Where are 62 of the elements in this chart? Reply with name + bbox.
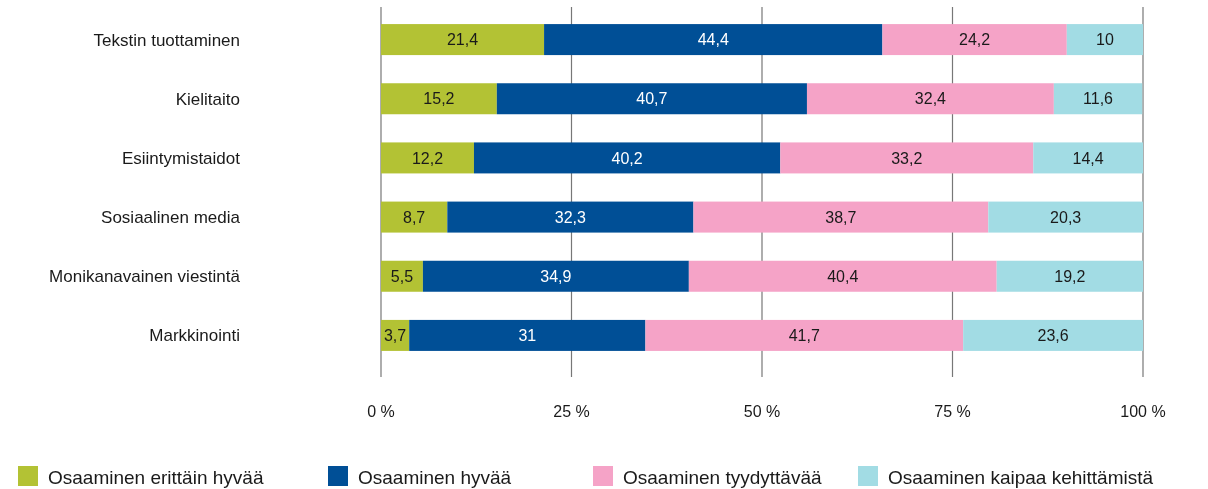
- x-tick-label: 75 %: [934, 402, 971, 420]
- data-label: 20,3: [1050, 208, 1082, 226]
- data-label: 40,4: [827, 267, 859, 285]
- data-label: 19,2: [1054, 267, 1086, 285]
- y-tick-label: Tekstin tuottaminen: [93, 30, 240, 50]
- bar: [963, 319, 1143, 351]
- bar: [1033, 142, 1143, 174]
- bar: [645, 319, 964, 351]
- bar: [409, 319, 646, 351]
- data-label: 40,2: [611, 149, 643, 167]
- data-label: 14,4: [1072, 149, 1104, 167]
- bar: [381, 142, 474, 174]
- bar: [688, 260, 997, 292]
- y-tick-label: Esiintymistaidot: [121, 148, 241, 168]
- x-tick-label: 100 %: [1120, 402, 1166, 420]
- bar: [693, 201, 989, 233]
- bar: [447, 201, 694, 233]
- bar: [473, 142, 781, 174]
- bar: [988, 201, 1143, 233]
- data-label: 38,7: [825, 208, 857, 226]
- legend-label: Osaaminen hyvää: [358, 466, 512, 488]
- data-label: 44,4: [697, 31, 729, 49]
- data-label: 11,6: [1083, 90, 1114, 108]
- x-tick-label: 50 %: [743, 402, 781, 420]
- data-label: 32,4: [914, 90, 947, 108]
- data-label: 31: [518, 327, 537, 345]
- bar: [381, 260, 423, 292]
- data-label: 24,2: [959, 31, 991, 49]
- data-label: 8,7: [403, 208, 426, 226]
- y-tick-label: Markkinointi: [149, 326, 240, 346]
- legend-label: Osaaminen erittäin hyvää: [48, 466, 264, 488]
- data-label: 34,9: [540, 267, 572, 285]
- legend-label: Osaaminen kaipaa kehittämistä: [888, 466, 1154, 488]
- bar: [780, 142, 1034, 174]
- data-label: 3,7: [383, 327, 407, 345]
- data-label: 33,2: [891, 149, 923, 167]
- bar: [422, 260, 689, 292]
- data-label: 40,7: [636, 90, 668, 108]
- x-tick-label: 0 %: [367, 402, 395, 420]
- bar: [1053, 83, 1143, 115]
- data-label: 15,2: [423, 90, 455, 108]
- bar: [381, 83, 497, 115]
- y-tick-label: Monikanavainen viestintä: [49, 267, 241, 287]
- x-tick-label: 25 %: [553, 402, 590, 420]
- data-label: 12,2: [411, 149, 444, 167]
- y-tick-label: Kielitaito: [175, 89, 240, 109]
- data-label: 41,7: [788, 327, 820, 345]
- y-tick-label: Sosiaalinen media: [101, 208, 241, 228]
- bar: [882, 24, 1067, 56]
- data-label: 21,4: [446, 31, 479, 49]
- bar: [544, 24, 883, 56]
- bar: [996, 260, 1143, 292]
- bar: [381, 201, 448, 233]
- legend-label: Osaaminen tyydyttävää: [623, 466, 822, 488]
- data-label: 10: [1096, 31, 1114, 49]
- data-label: 23,6: [1037, 327, 1069, 345]
- bar: [1066, 24, 1143, 56]
- data-label: 5,5: [390, 267, 414, 285]
- bar: [381, 24, 545, 56]
- bar: [496, 83, 807, 115]
- data-label: 32,3: [554, 208, 587, 226]
- bar: [806, 83, 1054, 115]
